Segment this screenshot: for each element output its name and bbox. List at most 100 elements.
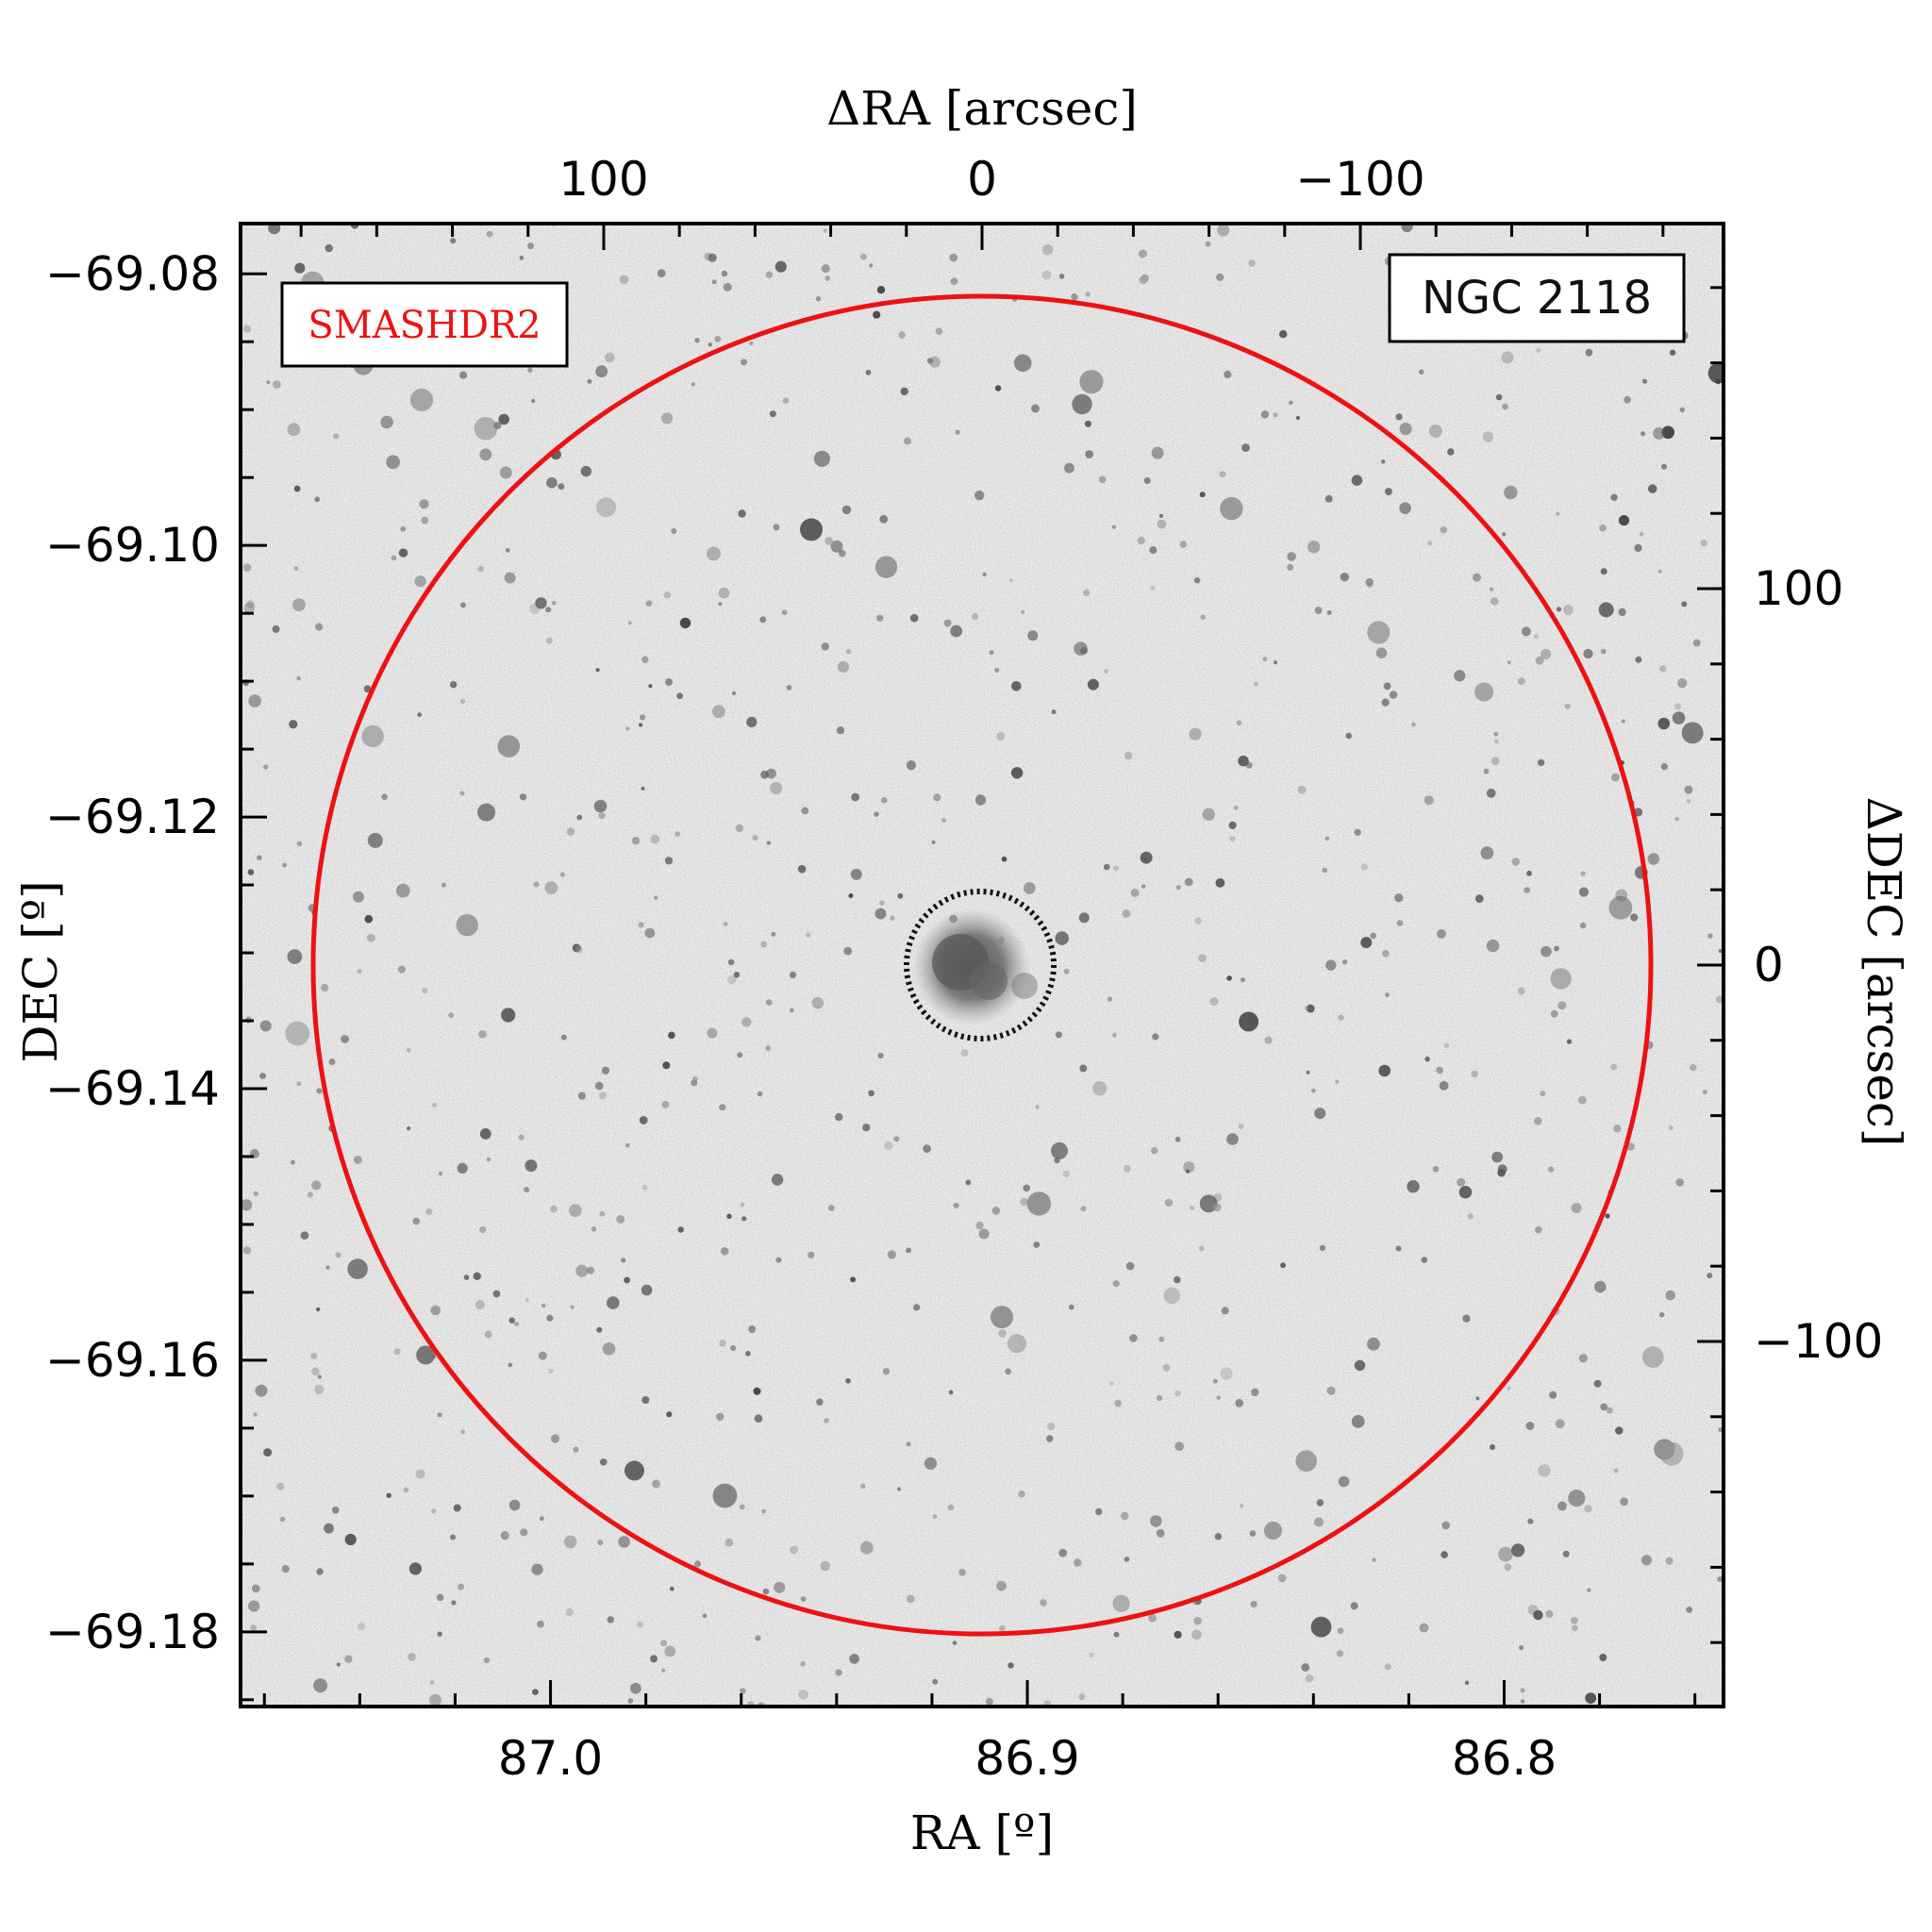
star (1486, 788, 1496, 798)
star (1139, 275, 1148, 285)
star (1156, 1394, 1163, 1402)
star (519, 793, 527, 801)
star (815, 295, 822, 302)
star (436, 1593, 444, 1602)
star (1214, 1533, 1223, 1541)
star (621, 1257, 626, 1263)
star (1533, 1609, 1543, 1621)
star (974, 794, 987, 806)
star (533, 881, 540, 888)
star (702, 1613, 708, 1619)
star (314, 496, 321, 503)
star (1535, 656, 1544, 665)
star (259, 1073, 266, 1079)
star (1238, 1124, 1244, 1129)
star (1174, 1630, 1182, 1639)
star (711, 279, 717, 285)
star (1264, 1036, 1273, 1044)
star (548, 1368, 554, 1374)
star (1337, 1627, 1344, 1635)
star (1360, 863, 1369, 871)
star (483, 1657, 491, 1664)
star (1641, 1555, 1653, 1566)
star (1613, 1468, 1619, 1474)
star (437, 1412, 442, 1418)
inner-dotted-circle (904, 889, 1057, 1041)
star (1239, 1011, 1259, 1032)
star (1143, 477, 1151, 484)
star (1502, 532, 1507, 537)
star (1630, 913, 1639, 922)
star (1618, 608, 1626, 617)
star (721, 270, 728, 277)
star (499, 466, 512, 479)
star (1175, 885, 1181, 891)
star (1675, 1178, 1684, 1187)
star (1498, 1546, 1513, 1562)
x-tick-label: 86.9 (974, 1731, 1079, 1786)
star (1545, 1609, 1554, 1618)
star (837, 660, 850, 674)
star (652, 1479, 660, 1489)
star (1381, 698, 1390, 707)
star (1587, 1588, 1591, 1592)
star (1517, 677, 1525, 686)
star (1199, 1245, 1205, 1252)
star (508, 1499, 521, 1511)
star (1375, 647, 1388, 658)
star (1674, 816, 1679, 822)
star (800, 518, 823, 541)
star (1216, 273, 1224, 281)
star (263, 1448, 273, 1457)
star (1548, 1166, 1555, 1173)
star (1381, 459, 1386, 464)
star (1527, 1518, 1534, 1524)
star (723, 922, 728, 926)
star (797, 864, 807, 874)
star (738, 509, 746, 518)
star (479, 1128, 491, 1140)
star (741, 1017, 752, 1027)
star (419, 499, 429, 509)
star (1457, 1177, 1466, 1187)
star (1179, 541, 1188, 548)
star (638, 723, 643, 727)
star (874, 811, 879, 817)
star (422, 988, 428, 994)
star (367, 832, 383, 848)
star (1273, 412, 1278, 418)
star (1124, 1557, 1130, 1562)
star (247, 869, 255, 875)
star (1213, 1203, 1222, 1212)
star (242, 1246, 252, 1255)
star (595, 365, 608, 378)
star (456, 914, 478, 937)
star (1624, 395, 1631, 404)
star (1679, 407, 1685, 413)
star (1215, 878, 1225, 888)
y-tick-label: −69.10 (45, 518, 220, 573)
star (648, 684, 653, 689)
star (1482, 431, 1494, 442)
star (315, 623, 324, 631)
star (1220, 1367, 1233, 1380)
star (1372, 1557, 1376, 1562)
star (789, 1008, 794, 1013)
star (331, 1507, 340, 1514)
star (932, 1514, 938, 1520)
star (1235, 1398, 1244, 1407)
star (950, 625, 963, 638)
star (824, 537, 834, 545)
star (1367, 621, 1391, 644)
y-axis-title: DEC [º] (13, 880, 68, 1062)
star (1287, 552, 1296, 561)
star (879, 514, 889, 524)
star (771, 1174, 784, 1186)
star (953, 1202, 959, 1208)
star (300, 1231, 309, 1240)
star (965, 1179, 972, 1186)
star (1137, 536, 1145, 545)
star (1306, 1070, 1310, 1074)
star (1613, 1124, 1622, 1133)
star (558, 483, 565, 491)
